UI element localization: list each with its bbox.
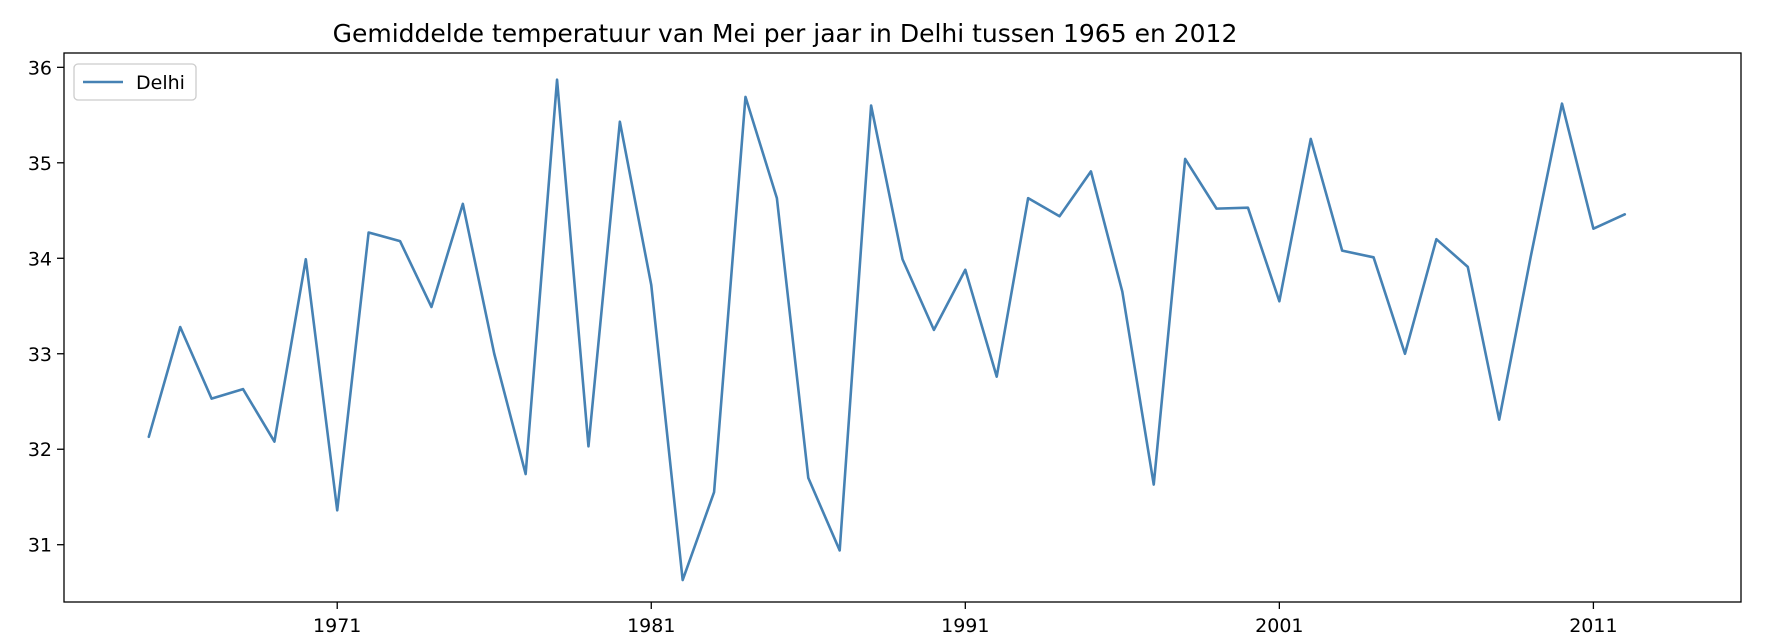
- y-tick-label: 36: [28, 57, 52, 79]
- y-tick-label: 31: [28, 535, 52, 557]
- y-tick-label: 32: [28, 439, 52, 461]
- x-tick-label: 1981: [627, 615, 675, 637]
- legend-label-delhi: Delhi: [136, 72, 185, 94]
- y-axis: 31 32 33 34 35 36: [28, 57, 64, 557]
- legend: Delhi: [73, 63, 197, 101]
- x-tick-label: 2011: [1569, 615, 1617, 637]
- chart-title: Gemiddelde temperatuur van Mei per jaar …: [333, 19, 1238, 48]
- y-tick-label: 35: [28, 153, 52, 175]
- plot-area-frame: [63, 52, 1742, 603]
- series-layer: [147, 78, 1627, 582]
- y-tick-label: 33: [28, 344, 52, 366]
- x-tick-label: 1991: [941, 615, 989, 637]
- y-tick-label: 34: [28, 248, 52, 270]
- x-tick-label: 1971: [313, 615, 361, 637]
- legend-frame: [73, 63, 197, 101]
- x-axis: 1971 1981 1991 2001 2011: [313, 602, 1618, 637]
- series-line-delhi: [147, 78, 1627, 582]
- x-tick-label: 2001: [1255, 615, 1303, 637]
